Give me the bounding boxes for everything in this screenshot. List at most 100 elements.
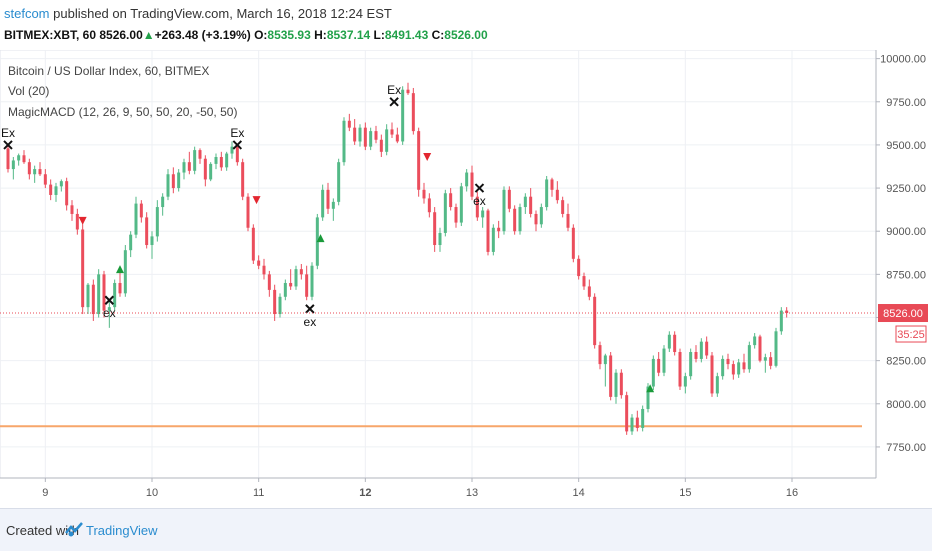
candle-body: [475, 196, 479, 218]
tradingview-brand[interactable]: TradingView: [86, 523, 158, 538]
candle-body: [161, 196, 165, 208]
candle: [726, 353, 730, 370]
candle: [49, 179, 53, 201]
candle: [641, 405, 645, 432]
candle: [603, 353, 607, 387]
exit-signal-label: Ex: [230, 126, 244, 140]
countdown-badge: [895, 325, 927, 343]
candle: [129, 231, 133, 258]
candle: [582, 272, 586, 290]
candle: [609, 352, 613, 401]
candle-body: [166, 174, 170, 197]
candle-body: [102, 274, 106, 311]
price-tick-label: 9000.00: [886, 226, 926, 238]
candle-body: [422, 189, 426, 199]
candle-body: [641, 408, 645, 428]
candle: [246, 193, 250, 232]
time-tick-label: 14: [573, 487, 585, 499]
candle-body: [513, 208, 517, 232]
candle: [305, 265, 309, 301]
candle: [257, 255, 261, 270]
exit-signal-icon: [232, 140, 243, 150]
candle-body: [182, 162, 186, 173]
candle-body: [118, 282, 122, 294]
candle: [705, 336, 709, 359]
candle: [502, 186, 506, 235]
candle: [614, 369, 618, 404]
candle-body: [678, 352, 682, 387]
exit-signal-icon: [104, 295, 115, 305]
candle-body: [65, 181, 69, 206]
candle: [22, 150, 26, 164]
candle: [731, 360, 735, 380]
candle-body: [251, 227, 255, 261]
candle: [694, 345, 698, 363]
sell-signal-icon: [423, 153, 432, 161]
candle-body: [81, 229, 85, 308]
candle-body: [246, 196, 250, 228]
candle-body: [609, 355, 613, 397]
candle: [187, 151, 191, 175]
candle-body: [529, 196, 533, 214]
candle-body: [747, 345, 751, 370]
candle-body: [710, 355, 714, 394]
price-change: +263.48 (+3.19%): [154, 28, 251, 42]
candle: [417, 127, 421, 197]
candle-body: [113, 282, 117, 308]
candle-body: [566, 213, 570, 228]
candle-body: [17, 155, 21, 161]
author-link[interactable]: stefcom: [4, 6, 50, 21]
candle: [433, 207, 437, 252]
price-tick-label: 9250.00: [886, 183, 926, 195]
candle: [443, 189, 447, 237]
candle-body: [705, 341, 709, 356]
candle-body: [486, 210, 490, 252]
candle-body: [545, 179, 549, 208]
candle: [683, 372, 687, 394]
candle: [310, 262, 314, 301]
candle-body: [497, 227, 501, 232]
price-axis[interactable]: 7750.008000.008250.008500.008750.009000.…: [875, 50, 928, 478]
candle-body: [27, 162, 31, 175]
candle-body: [193, 150, 197, 171]
legend-vol: Vol (20): [8, 84, 49, 98]
price-tick-label: 8250.00: [886, 356, 926, 368]
candle-body: [662, 348, 666, 373]
candle: [107, 300, 111, 328]
chart-header: stefcom published on TradingView.com, Ma…: [0, 0, 932, 50]
candle: [406, 82, 410, 95]
candle: [593, 293, 597, 349]
candle: [171, 167, 175, 194]
candle: [369, 127, 373, 151]
time-tick-label: 9: [42, 487, 48, 499]
time-axis[interactable]: 9 10 11 12 13 14 15 16: [0, 477, 876, 499]
candle-body: [593, 296, 597, 346]
candle: [411, 87, 415, 135]
time-tick-label: 10: [146, 487, 158, 499]
candle: [571, 224, 575, 263]
candle: [657, 352, 661, 377]
time-tick-label: 12: [359, 487, 371, 499]
candle: [753, 333, 757, 349]
candle-body: [347, 120, 351, 128]
candle: [662, 345, 666, 377]
candle: [363, 122, 367, 151]
candle-body: [555, 189, 559, 201]
candle-body: [785, 310, 789, 314]
candle-body: [646, 386, 650, 409]
candle-body: [715, 376, 719, 394]
candle: [427, 193, 431, 218]
candle-body: [75, 213, 79, 230]
candle: [374, 125, 378, 144]
candle-body: [779, 310, 783, 332]
candle-body: [390, 129, 394, 135]
candle: [523, 193, 527, 214]
candle-body: [454, 207, 458, 223]
candle: [619, 369, 623, 399]
candle: [497, 220, 501, 239]
candle: [529, 188, 533, 218]
candle: [38, 162, 42, 176]
chart-grid: [0, 50, 877, 479]
candle: [177, 169, 181, 192]
